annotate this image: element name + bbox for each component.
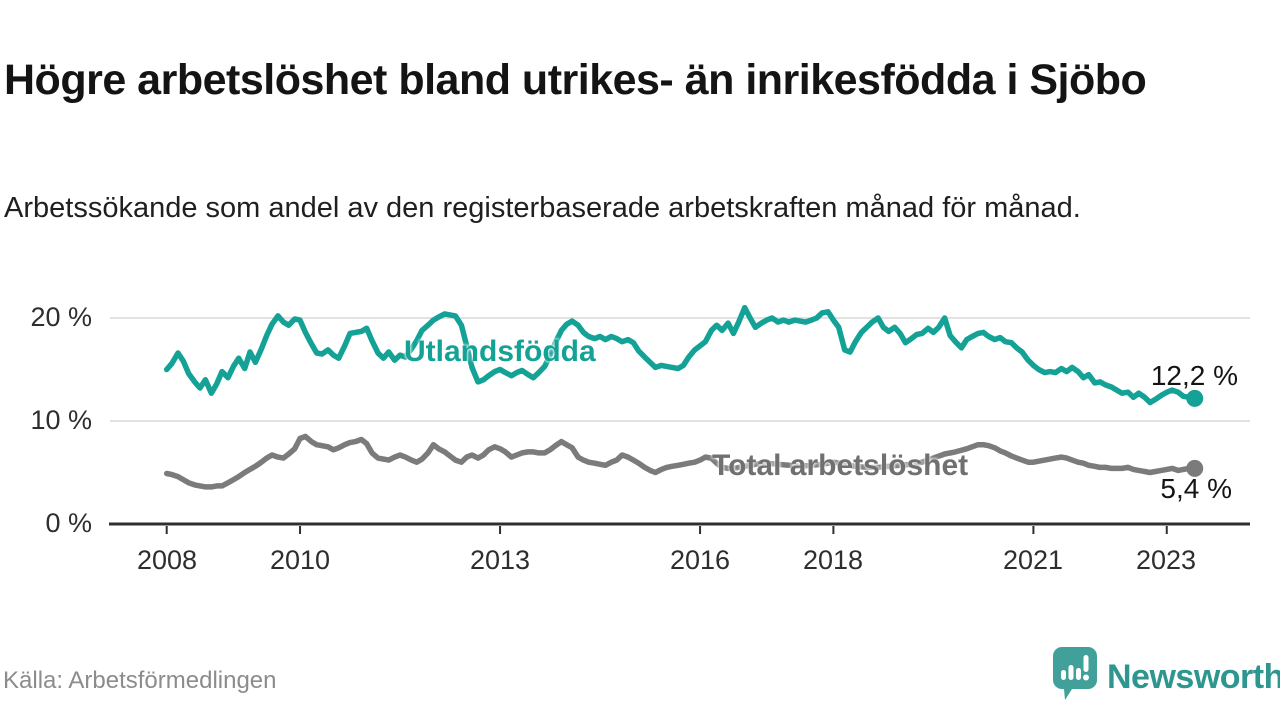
series-end-dot-0 xyxy=(1186,389,1204,407)
series-line-1 xyxy=(163,433,1198,490)
x-tick-label-2018: 2018 xyxy=(802,545,864,575)
source-note: Källa: Arbetsförmedlingen xyxy=(3,667,277,694)
newsworthy-brand: Newsworthy xyxy=(1052,646,1280,707)
end-value-label-total: 5,4 % xyxy=(1160,473,1232,504)
y-tick-label-20: 20 % xyxy=(30,302,92,332)
series-line-0 xyxy=(163,304,1198,406)
y-tick-label-0: 0 % xyxy=(45,508,92,538)
x-tick-label-2021: 2021 xyxy=(1002,545,1064,575)
x-tick-label-2010: 2010 xyxy=(269,545,331,575)
series-label-utlandsfodda: Utlandsfödda xyxy=(404,335,596,368)
series-label-total-arbetsloshet: Total arbetslöshet xyxy=(712,449,969,482)
series-end-dot-1 xyxy=(1186,459,1204,477)
line-chart xyxy=(109,304,1250,534)
page-subtitle: Arbetssökande som andel av den registerb… xyxy=(4,192,1081,224)
newsworthy-logo-icon xyxy=(1052,646,1098,707)
x-tick-label-2023: 2023 xyxy=(1135,545,1197,575)
page-title: Högre arbetslöshet bland utrikes- än inr… xyxy=(4,55,1147,104)
y-tick-label-10: 10 % xyxy=(30,405,92,435)
newsworthy-wordmark: Newsworthy xyxy=(1107,657,1280,696)
end-value-label-utlandsfodda: 12,2 % xyxy=(1150,360,1238,391)
x-tick-label-2013: 2013 xyxy=(469,545,531,575)
x-tick-label-2008: 2008 xyxy=(136,545,198,575)
x-tick-label-2016: 2016 xyxy=(669,545,731,575)
